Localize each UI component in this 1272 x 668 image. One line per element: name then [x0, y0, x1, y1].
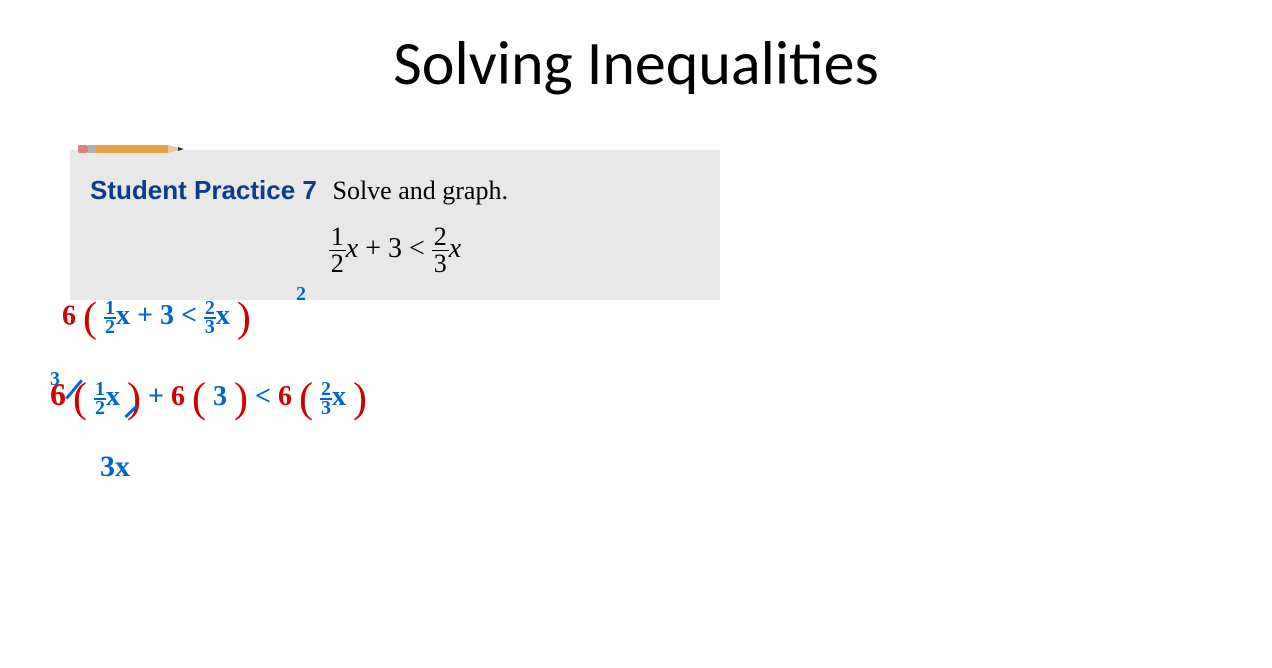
hw2-f1b: 2: [94, 400, 106, 417]
hw2-m2: 6: [171, 381, 185, 412]
hw-annotation-2: 2: [296, 283, 306, 306]
hw2-lp2: (: [192, 376, 206, 422]
eq-frac1-bot: 2: [329, 251, 346, 277]
hw-lparen: (: [83, 295, 97, 341]
hw2-lp3: (: [299, 376, 313, 422]
practice-equation: 1 2 x + 3 < 2 3 x: [90, 224, 700, 277]
hw2-f3b: 3: [320, 400, 332, 417]
page-title: Solving Inequalities: [0, 25, 1272, 101]
handwriting-line-3: 3x: [100, 450, 130, 484]
hw2-rp3: ): [353, 376, 367, 422]
practice-box: Student Practice 7 Solve and graph. 1 2 …: [70, 150, 720, 300]
hw-rparen: ): [237, 295, 251, 341]
handwriting-line-2: 6 ( 1 2 x ) + 6 ( 3 ) < 6 ( 2 3 x ): [50, 376, 367, 417]
eq-frac2-bot: 3: [432, 251, 449, 277]
hw1-mid: + 3 <: [130, 300, 204, 331]
hw1-v2: x: [216, 300, 230, 331]
hw2-v1: x: [106, 381, 120, 412]
hw1-v1: x: [116, 300, 130, 331]
hw2-n2: 3: [213, 381, 234, 412]
hw2-plus: +: [148, 381, 171, 412]
hw2-m3: 6: [278, 381, 292, 412]
hw2-lt: <: [255, 381, 278, 412]
eq-frac1-top: 1: [329, 224, 346, 251]
eq-var2: x: [449, 233, 461, 264]
practice-instruction: Solve and graph.: [332, 176, 507, 205]
pencil-icon: [78, 142, 188, 156]
hw1-f1b: 2: [104, 319, 116, 336]
eq-mid: + 3 <: [358, 233, 432, 264]
eq-var1: x: [346, 233, 358, 264]
hw1-f2b: 3: [204, 319, 216, 336]
eq-frac2-top: 2: [432, 224, 449, 251]
practice-label: Student Practice 7: [90, 175, 317, 205]
hw2-rp2: ): [234, 376, 248, 422]
hw2-v3: x: [332, 381, 346, 412]
hw2-m1: 6: [50, 376, 66, 412]
handwriting-line-1: 6 ( 1 2 x + 3 < 2 3 x ): [62, 300, 251, 336]
hw-mult-6: 6: [62, 300, 76, 331]
